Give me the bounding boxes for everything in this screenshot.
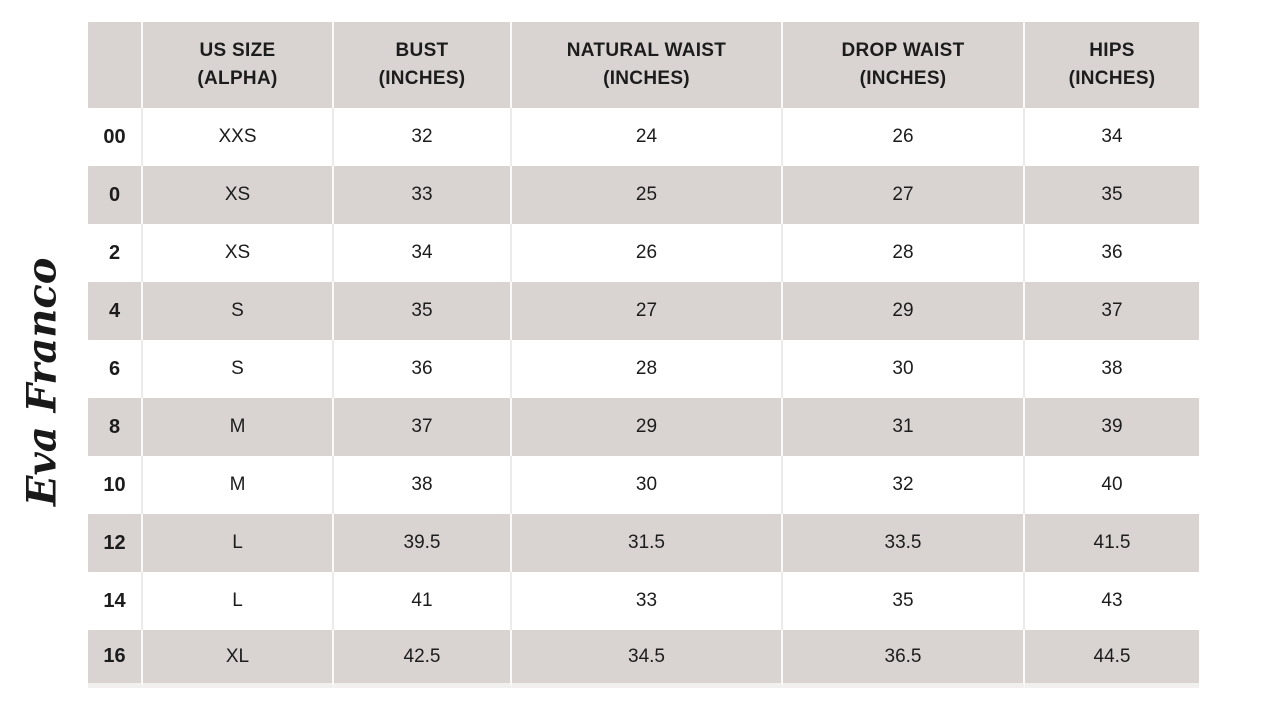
bust-cell: 39.5 <box>334 514 512 572</box>
hips-cell: 40 <box>1025 456 1199 514</box>
header-row: US SIZE (ALPHA) BUST (INCHES) NATURAL WA… <box>88 22 1199 108</box>
hips-cell: 34 <box>1025 108 1199 166</box>
bust-cell: 34 <box>334 224 512 282</box>
col-header-title: NATURAL WAIST <box>566 40 727 62</box>
us-size-cell: 00 <box>88 108 143 166</box>
drop-waist-cell: 28 <box>783 224 1025 282</box>
alpha-size-cell: S <box>143 282 334 340</box>
alpha-size-cell: M <box>143 398 334 456</box>
drop-waist-cell: 26 <box>783 108 1025 166</box>
col-header-natural-waist: NATURAL WAIST (INCHES) <box>512 22 783 108</box>
bust-cell: 33 <box>334 166 512 224</box>
alpha-size-cell: L <box>143 514 334 572</box>
col-header-subtitle: (INCHES) <box>1068 68 1156 89</box>
alpha-size-cell: XS <box>143 224 334 282</box>
table-row: 4 S 35 27 29 37 <box>88 282 1199 340</box>
bust-cell: 42.5 <box>334 630 512 688</box>
us-size-cell: 14 <box>88 572 143 630</box>
natural-waist-cell: 30 <box>512 456 783 514</box>
natural-waist-cell: 26 <box>512 224 783 282</box>
drop-waist-cell: 31 <box>783 398 1025 456</box>
hips-cell: 38 <box>1025 340 1199 398</box>
size-chart-table: US SIZE (ALPHA) BUST (INCHES) NATURAL WA… <box>88 22 1199 688</box>
table-row: 14 L 41 33 35 43 <box>88 572 1199 630</box>
us-size-cell: 8 <box>88 398 143 456</box>
table-row: 12 L 39.5 31.5 33.5 41.5 <box>88 514 1199 572</box>
col-header-bust: BUST (INCHES) <box>334 22 512 108</box>
alpha-size-cell: XS <box>143 166 334 224</box>
col-header-title: US SIZE <box>199 40 276 62</box>
drop-waist-cell: 30 <box>783 340 1025 398</box>
hips-cell: 36 <box>1025 224 1199 282</box>
drop-waist-cell: 36.5 <box>783 630 1025 688</box>
alpha-size-cell: M <box>143 456 334 514</box>
table-row: 16 XL 42.5 34.5 36.5 44.5 <box>88 630 1199 688</box>
hips-cell: 44.5 <box>1025 630 1199 688</box>
hips-cell: 35 <box>1025 166 1199 224</box>
col-header-hips: HIPS (INCHES) <box>1025 22 1199 108</box>
natural-waist-cell: 24 <box>512 108 783 166</box>
table-row: 6 S 36 28 30 38 <box>88 340 1199 398</box>
natural-waist-cell: 29 <box>512 398 783 456</box>
drop-waist-cell: 33.5 <box>783 514 1025 572</box>
bust-cell: 41 <box>334 572 512 630</box>
hips-cell: 39 <box>1025 398 1199 456</box>
col-header-title: HIPS <box>1089 40 1135 62</box>
col-header-subtitle: (INCHES) <box>378 68 466 89</box>
natural-waist-cell: 33 <box>512 572 783 630</box>
size-table-body: 00 XXS 32 24 26 34 0 XS 33 25 27 35 2 XS 34 26 28 36 4 S 35 2… <box>88 108 1199 688</box>
table-row: 8 M 37 29 31 39 <box>88 398 1199 456</box>
natural-waist-cell: 34.5 <box>512 630 783 688</box>
drop-waist-cell: 27 <box>783 166 1025 224</box>
drop-waist-cell: 32 <box>783 456 1025 514</box>
natural-waist-cell: 31.5 <box>512 514 783 572</box>
alpha-size-cell: XXS <box>143 108 334 166</box>
alpha-size-cell: L <box>143 572 334 630</box>
bust-cell: 35 <box>334 282 512 340</box>
us-size-cell: 16 <box>88 630 143 688</box>
col-header-empty <box>88 22 143 108</box>
us-size-cell: 0 <box>88 166 143 224</box>
col-header-title: DROP WAIST <box>841 40 965 62</box>
col-header-title: BUST <box>395 40 449 62</box>
us-size-cell: 6 <box>88 340 143 398</box>
table-row: 0 XS 33 25 27 35 <box>88 166 1199 224</box>
natural-waist-cell: 25 <box>512 166 783 224</box>
bust-cell: 37 <box>334 398 512 456</box>
drop-waist-cell: 29 <box>783 282 1025 340</box>
drop-waist-cell: 35 <box>783 572 1025 630</box>
table-row: 00 XXS 32 24 26 34 <box>88 108 1199 166</box>
col-header-us-size: US SIZE (ALPHA) <box>143 22 334 108</box>
table-row: 10 M 38 30 32 40 <box>88 456 1199 514</box>
hips-cell: 37 <box>1025 282 1199 340</box>
col-header-subtitle: (INCHES) <box>859 68 947 89</box>
hips-cell: 41.5 <box>1025 514 1199 572</box>
col-header-subtitle: (INCHES) <box>603 68 690 89</box>
bust-cell: 32 <box>334 108 512 166</box>
alpha-size-cell: XL <box>143 630 334 688</box>
natural-waist-cell: 28 <box>512 340 783 398</box>
alpha-size-cell: S <box>143 340 334 398</box>
hips-cell: 43 <box>1025 572 1199 630</box>
brand-logo-signature: Eva Franco <box>18 257 66 507</box>
natural-waist-cell: 27 <box>512 282 783 340</box>
us-size-cell: 10 <box>88 456 143 514</box>
us-size-cell: 2 <box>88 224 143 282</box>
col-header-drop-waist: DROP WAIST (INCHES) <box>783 22 1025 108</box>
bust-cell: 38 <box>334 456 512 514</box>
us-size-cell: 12 <box>88 514 143 572</box>
size-chart-header: US SIZE (ALPHA) BUST (INCHES) NATURAL WA… <box>88 22 1199 108</box>
table-row: 2 XS 34 26 28 36 <box>88 224 1199 282</box>
col-header-subtitle: (ALPHA) <box>197 68 278 89</box>
bust-cell: 36 <box>334 340 512 398</box>
us-size-cell: 4 <box>88 282 143 340</box>
